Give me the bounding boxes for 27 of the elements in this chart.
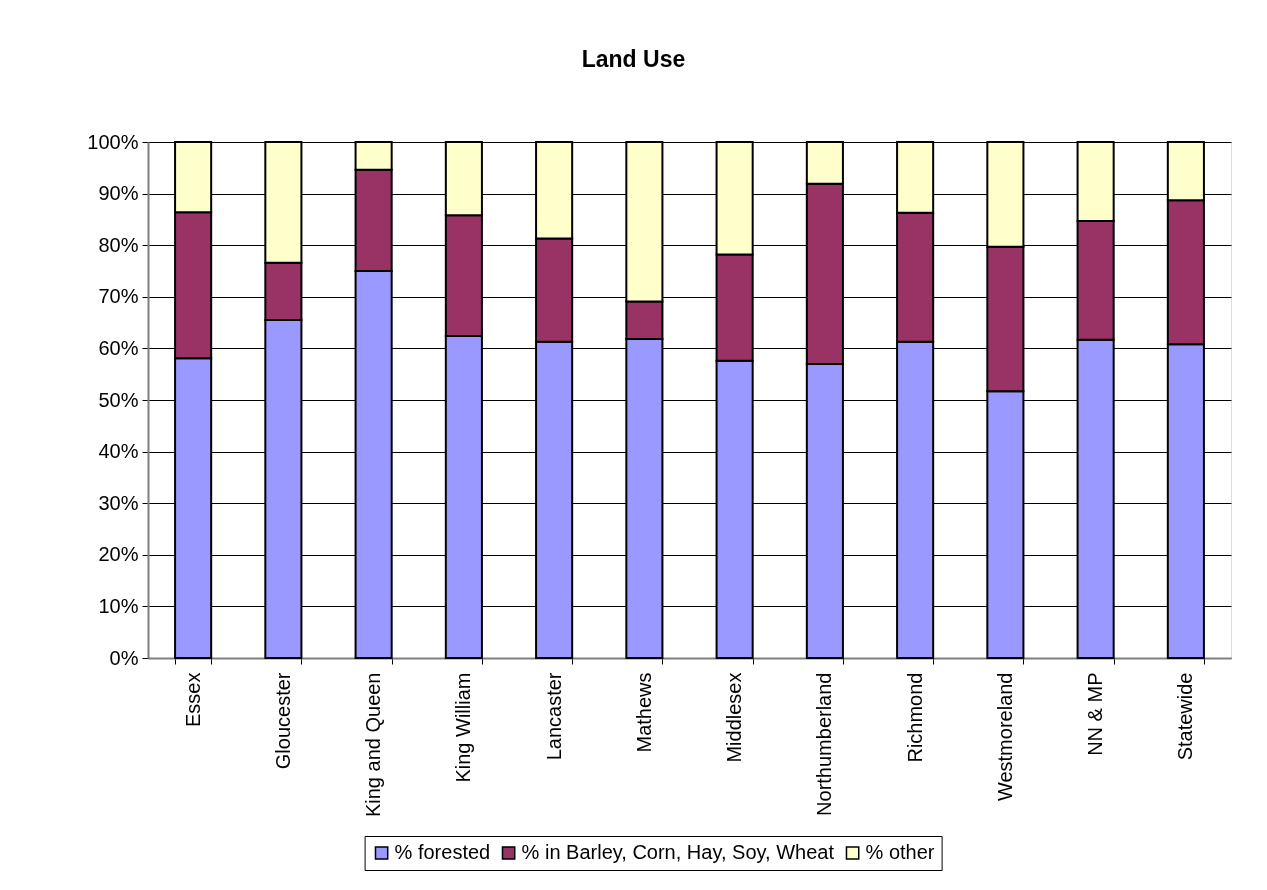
x-tick-label: King William <box>452 672 475 783</box>
x-tick-label: Middlesex <box>723 672 746 763</box>
y-tick-label: 40% <box>98 440 139 463</box>
y-tick-label: 30% <box>98 491 139 514</box>
chart-title: Land Use <box>581 46 686 72</box>
x-tick-label: Mathews <box>632 672 655 753</box>
x-tick-label: NN & MP <box>1084 672 1107 756</box>
x-tick-label: King and Queen <box>362 672 385 818</box>
legend-label: % other <box>865 841 935 863</box>
y-tick-label: 70% <box>98 285 139 308</box>
y-tick-label: 10% <box>98 594 139 617</box>
x-tick-label: Gloucester <box>271 672 294 770</box>
y-tick-label: 50% <box>98 388 139 411</box>
x-tick-label: Essex <box>181 672 204 727</box>
y-tick-label: 90% <box>98 182 139 205</box>
y-tick-label: 60% <box>98 336 139 359</box>
legend-label: % forested <box>394 841 491 863</box>
x-tick-label: Richmond <box>903 672 926 763</box>
x-tick-label: Westmoreland <box>993 672 1016 802</box>
y-tick-label: 100% <box>87 130 139 153</box>
x-tick-label: Lancaster <box>542 672 565 761</box>
y-tick-label: 80% <box>98 233 139 256</box>
legend-label: % in Barley, Corn, Hay, Soy, Wheat <box>521 841 835 863</box>
x-tick-label: Statewide <box>1174 672 1197 761</box>
y-tick-label: 0% <box>109 646 139 669</box>
x-tick-label: Northumberland <box>813 672 836 816</box>
y-tick-label: 20% <box>98 543 139 566</box>
